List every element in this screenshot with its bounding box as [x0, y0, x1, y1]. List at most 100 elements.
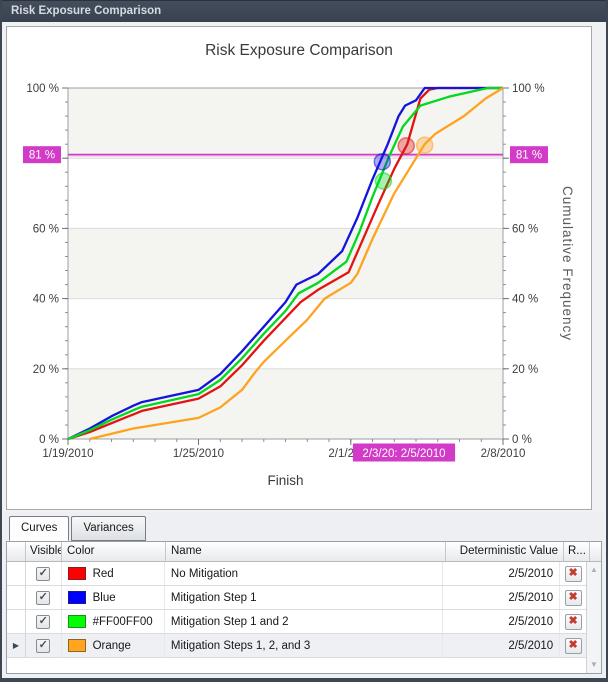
risk-exposure-chart[interactable]: 0 % 0 % 20 % 20 % 40 % 40 % 60 % 60 % 100 % 100 %… — [7, 27, 589, 507]
row-header-cell[interactable] — [7, 562, 26, 585]
chart-title: Risk Exposure Comparison — [205, 42, 393, 59]
svg-text:2/3/20: 2/5/2010: 2/3/20: 2/5/2010 — [362, 448, 445, 460]
visible-cell: ✓ — [26, 634, 62, 657]
visible-cell: ✓ — [26, 586, 62, 609]
delete-icon: ✖ — [568, 591, 578, 603]
svg-text:20 %: 20 % — [33, 364, 59, 376]
delete-curve-button[interactable]: ✖ — [564, 613, 582, 630]
column-header-deterministic-value[interactable]: Deterministic Value — [446, 542, 564, 561]
svg-text:40 %: 40 % — [512, 294, 538, 306]
remove-cell: ✖ — [560, 610, 586, 633]
curve-name-cell[interactable]: No Mitigation — [165, 562, 443, 585]
svg-text:2/8/2010: 2/8/2010 — [481, 448, 526, 460]
table-row[interactable]: ✓ Blue Mitigation Step 1 2/5/2010 ✖ — [7, 586, 586, 610]
color-label: #FF00FF00 — [92, 615, 153, 628]
column-header-remove[interactable]: R... — [564, 542, 590, 561]
column-header-visible[interactable]: Visible — [26, 542, 62, 561]
curve-name-cell[interactable]: Mitigation Step 1 and 2 — [165, 610, 443, 633]
remove-cell: ✖ — [560, 586, 586, 609]
delete-curve-button[interactable]: ✖ — [564, 565, 582, 582]
color-cell: Red — [62, 562, 165, 585]
curve-marker[interactable] — [374, 172, 393, 190]
svg-text:81 %: 81 % — [516, 150, 542, 162]
color-swatch[interactable] — [67, 615, 86, 628]
table-row[interactable]: ✓ Red No Mitigation 2/5/2010 ✖ — [7, 562, 586, 586]
row-header-cell[interactable] — [7, 610, 26, 633]
svg-text:60 %: 60 % — [512, 223, 538, 235]
visible-cell: ✓ — [26, 562, 62, 585]
curve-mitigation-step-1-and-2[interactable] — [67, 86, 503, 441]
remove-cell: ✖ — [560, 562, 586, 585]
threshold-badge-right[interactable] — [510, 146, 548, 164]
delete-icon: ✖ — [568, 639, 578, 651]
curve-name-cell[interactable]: Mitigation Steps 1, 2, and 3 — [165, 634, 443, 657]
row-header-cell[interactable]: ▶ — [7, 634, 26, 657]
scroll-up-icon[interactable]: ▲ — [590, 565, 598, 574]
deterministic-value-cell[interactable]: 2/5/2010 — [443, 586, 561, 609]
curve-marker[interactable] — [373, 152, 392, 171]
delete-curve-button[interactable]: ✖ — [564, 637, 582, 654]
color-label: Blue — [92, 591, 116, 604]
tab-strip: Curves Variances — [9, 516, 146, 541]
threshold-badge-left[interactable] — [23, 146, 61, 164]
tab-variances[interactable]: Variances — [71, 516, 146, 541]
deterministic-value-cell[interactable]: 2/5/2010 — [443, 610, 561, 633]
visible-checkbox[interactable]: ✓ — [36, 638, 51, 653]
tab-curves-label: Curves — [21, 522, 58, 534]
check-icon: ✓ — [38, 615, 48, 627]
curve-mitigation-step-1[interactable] — [67, 86, 503, 441]
chart-panel: Risk Exposure Comparison 0 % 0 % 20 % 20 % 4… — [6, 26, 592, 510]
color-label: Red — [92, 567, 114, 580]
svg-text:81 %: 81 % — [29, 150, 55, 162]
curve-marker[interactable] — [397, 137, 415, 155]
color-swatch[interactable] — [67, 639, 86, 652]
tab-variances-label: Variances — [83, 522, 134, 534]
delete-icon: ✖ — [568, 615, 578, 627]
color-swatch[interactable] — [67, 591, 86, 604]
curves-pane: Curves Variances Visible Color Name Dete… — [4, 512, 604, 676]
column-header-name[interactable]: Name — [166, 542, 446, 561]
visible-cell: ✓ — [26, 610, 62, 633]
remove-cell: ✖ — [560, 634, 586, 657]
check-icon: ✓ — [38, 639, 48, 651]
column-header-color[interactable]: Color — [62, 542, 166, 561]
deterministic-date-badge[interactable] — [352, 443, 456, 462]
svg-text:0 %: 0 % — [512, 434, 532, 446]
row-selector-icon: ▶ — [12, 641, 19, 650]
svg-text:60 %: 60 % — [33, 223, 59, 235]
tab-curves[interactable]: Curves — [9, 516, 70, 541]
curve-marker[interactable] — [415, 136, 434, 154]
svg-text:1/19/2010: 1/19/2010 — [42, 448, 93, 460]
color-swatch[interactable] — [67, 567, 86, 580]
window-titlebar: Risk Exposure Comparison — [2, 0, 606, 22]
visible-checkbox[interactable]: ✓ — [36, 614, 51, 629]
row-header-cell[interactable] — [7, 586, 26, 609]
grid-scrollbar[interactable]: ▲ ▼ — [586, 562, 601, 673]
deterministic-value-cell[interactable]: 2/5/2010 — [443, 634, 561, 657]
grid-rows: ✓ Red No Mitigation 2/5/2010 ✖ ✓ Blue Mi… — [7, 562, 586, 658]
y-axis-title: Cumulative Frequency — [560, 186, 575, 341]
scroll-down-icon[interactable]: ▼ — [590, 660, 598, 669]
table-row[interactable]: ▶ ✓ Orange Mitigation Steps 1, 2, and 3 … — [7, 634, 586, 658]
curve-name-cell[interactable]: Mitigation Step 1 — [165, 586, 443, 609]
x-axis-title: Finish — [267, 473, 303, 488]
visible-checkbox[interactable]: ✓ — [36, 590, 51, 605]
svg-text:100 %: 100 % — [26, 83, 59, 95]
table-row[interactable]: ✓ #FF00FF00 Mitigation Step 1 and 2 2/5/… — [7, 610, 586, 634]
check-icon: ✓ — [38, 567, 48, 579]
delete-curve-button[interactable]: ✖ — [564, 589, 582, 606]
window-title: Risk Exposure Comparison — [11, 5, 162, 17]
grid-header-row: Visible Color Name Deterministic Value R… — [7, 542, 601, 562]
color-cell: #FF00FF00 — [62, 610, 165, 633]
deterministic-value-cell[interactable]: 2/5/2010 — [443, 562, 561, 585]
visible-checkbox[interactable]: ✓ — [36, 566, 51, 581]
svg-text:40 %: 40 % — [33, 294, 59, 306]
svg-text:20 %: 20 % — [512, 364, 538, 376]
svg-text:0 %: 0 % — [39, 434, 59, 446]
curve-no-mitigation[interactable] — [67, 86, 503, 441]
color-cell: Blue — [62, 586, 165, 609]
curves-grid: Visible Color Name Deterministic Value R… — [6, 541, 602, 674]
color-cell: Orange — [62, 634, 165, 657]
row-selector-header — [7, 542, 26, 561]
